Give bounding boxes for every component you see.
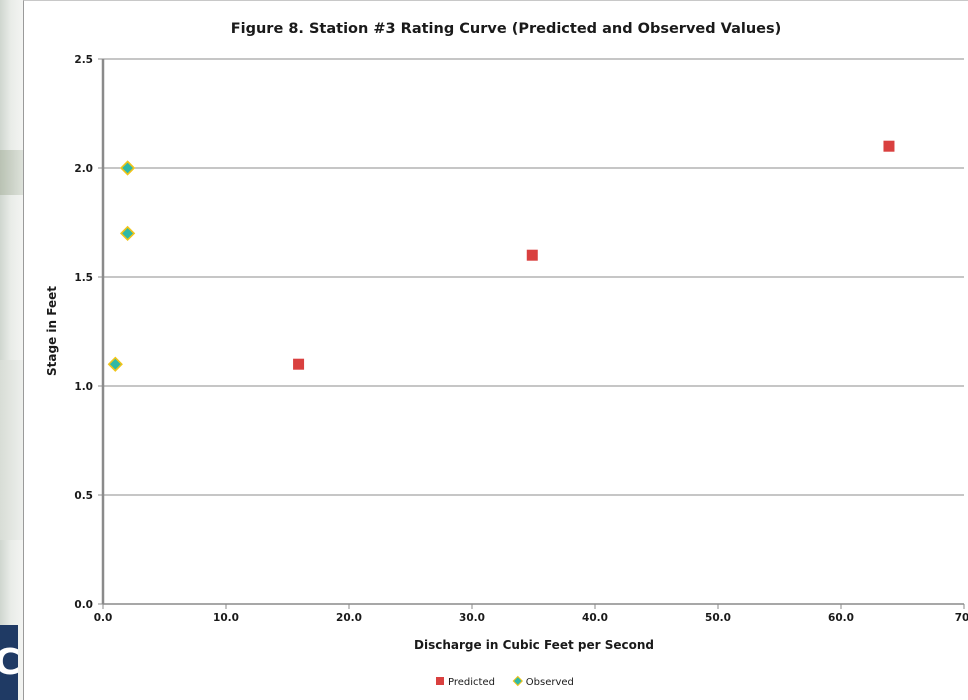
legend-label: Predicted (448, 677, 495, 688)
legend-marker-predicted (436, 677, 444, 685)
y-tick-label: 0.5 (74, 490, 93, 502)
chart-panel: Figure 8. Station #3 Rating Curve (Predi… (23, 0, 968, 700)
background-photo-strip (0, 0, 24, 700)
scatter-chart: Figure 8. Station #3 Rating Curve (Predi… (45, 21, 968, 688)
y-tick-label: 0.0 (74, 599, 93, 611)
x-tick-label: 10.0 (213, 612, 239, 624)
logo-fragment: C (0, 625, 18, 700)
y-tick-labels: 0.0 0.5 1.0 1.5 2.0 2.5 (74, 54, 93, 611)
y-tick-label: 1.0 (74, 381, 93, 393)
x-tick-label: 50.0 (705, 612, 731, 624)
x-tick-label: 60.0 (828, 612, 854, 624)
background-photo-band (0, 150, 24, 195)
y-tick-label: 2.5 (74, 54, 93, 66)
axes (98, 58, 965, 609)
background-photo-band (0, 360, 24, 540)
x-tick-label: 0.0 (94, 612, 113, 624)
x-tick-labels: 0.0 10.0 20.0 30.0 40.0 50.0 60.0 70. (94, 612, 968, 624)
y-tick-label: 1.5 (74, 272, 93, 284)
x-axis-label: Discharge in Cubic Feet per Second (414, 638, 654, 652)
x-tick-label: 70. (955, 612, 968, 624)
y-tick-label: 2.0 (74, 163, 93, 175)
x-tick-label: 20.0 (336, 612, 362, 624)
x-tick-label: 30.0 (459, 612, 485, 624)
y-axis-label: Stage in Feet (45, 286, 59, 376)
legend-label: Observed (526, 677, 574, 688)
chart-title: Figure 8. Station #3 Rating Curve (Predi… (231, 21, 782, 37)
observed-point (119, 225, 136, 242)
data-points (107, 140, 895, 372)
observed-point (119, 160, 136, 176)
predicted-point (293, 358, 305, 370)
predicted-point (526, 249, 538, 261)
x-tick-label: 40.0 (582, 612, 608, 624)
gridlines (103, 58, 964, 496)
predicted-point (883, 140, 895, 152)
observed-point (107, 356, 123, 372)
legend: Predicted Observed (436, 675, 574, 688)
legend-marker-observed (512, 675, 524, 687)
